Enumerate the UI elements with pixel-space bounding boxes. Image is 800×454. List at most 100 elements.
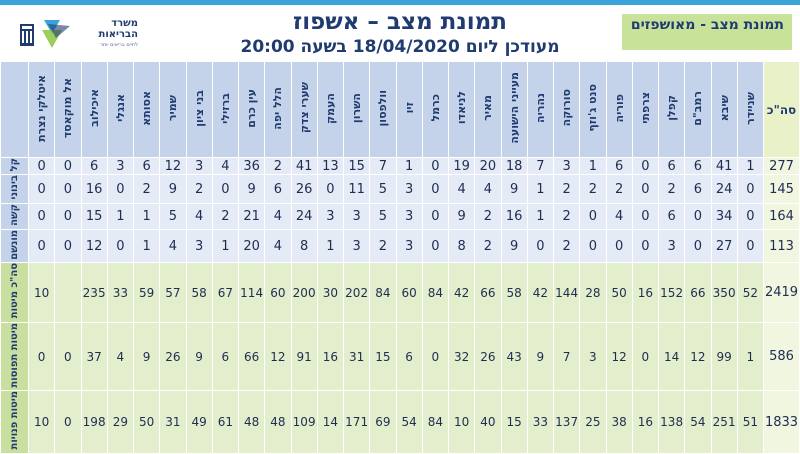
hospital-name: איכילוב [87,89,101,127]
table-cell: 1 [395,156,423,176]
table-cell: 4 [447,174,476,204]
table-body: 277 1 41 6 6 0 6 1 3 7 18 20 19 0 1 7 15 13 41 2 36 4 3 12 6 3 6 0 0… [0,156,800,454]
table-row: 586 1 99 12 14 0 12 3 7 9 43 26 32 0 6 15 31 16 91 12 66 6 9 26… [0,321,800,392]
table-cell: 38 [605,390,633,454]
table-cell: 24 [290,202,318,230]
table-cell: 13 [316,156,345,176]
hospital-name: בני ציון [192,89,206,127]
table-cell: 0 [736,174,765,204]
table-cell: 26 [474,321,502,392]
hospital-column-header: צרפתי [631,61,660,158]
table-cell: 12 [684,321,712,392]
table-cell: 6 [657,202,686,230]
table-cell: 2 [369,228,397,264]
table-cell: 33 [526,390,555,454]
status-badge: תמונת מצב - מאושפזים [622,14,792,50]
row-label-text: בינוני [9,175,20,200]
table-cell: 57 [159,262,187,323]
table-cell: 3 [185,156,213,176]
hospital-column-header: מאיר [474,61,502,158]
hospital-column-header: הלל יפה [264,61,292,158]
table-cell: 200 [290,262,318,323]
table-cell: 0 [526,228,555,264]
table-cell: 48 [264,390,292,454]
top-accent-bar [0,0,800,5]
table-cell: 0 [631,321,660,392]
table-cell: 41 [290,156,318,176]
table-cell: 0 [421,321,450,392]
table-cell: 20 [474,156,502,176]
table-cell: 235 [80,262,108,323]
table-cell: 1 [526,174,555,204]
table-cell: 16 [500,202,528,230]
table-row: 145 0 24 6 2 0 2 2 2 1 9 4 4 0 3 5 11 0 26 6 9 0 2 9 2 0 16 0 0 בינונ… [0,174,800,204]
hospital-name: אנגלי [113,94,127,122]
total-column-header: סה"כ [763,61,800,158]
table-cell: 54 [395,390,423,454]
table-cell: 32 [447,321,476,392]
hospital-name: לניאדו [455,91,469,125]
table-cell: 15 [369,321,397,392]
table-cell: 4 [106,321,135,392]
table-cell: 4 [185,202,213,230]
table-cell: 2 [132,174,161,204]
table-cell: 7 [552,321,581,392]
table-cell: 0 [579,202,607,230]
page-title: תמונת מצב – אשפוז [292,9,507,35]
hospital-column-header: שניידר [736,61,765,158]
table-row: 2419 52 350 66 152 16 50 28 144 42 58 66 42 84 60 84 202… [0,262,800,323]
row-total-cell: 277 [763,156,800,176]
row-total-cell: 2419 [763,262,800,323]
table-cell: 18 [500,156,528,176]
table-cell: 0 [27,321,56,392]
table-cell: 6 [211,321,240,392]
table-cell: 9 [447,202,476,230]
table-cell: 0 [421,156,450,176]
table-cell: 109 [290,390,318,454]
table-cell: 40 [474,390,502,454]
ministry-name: משרד הבריאות [98,18,138,40]
table-cell: 3 [316,202,345,230]
table-cell: 4 [211,156,240,176]
table-cell: 0 [54,202,82,230]
hospital-name: השרון [350,92,364,124]
table-cell: 10 [447,390,476,454]
table-cell: 2 [474,228,502,264]
table-cell: 2 [579,174,607,204]
table-cell: 60 [264,262,292,323]
table-cell: 12 [80,228,108,264]
hospital-name: צרפתי [638,92,652,124]
table-cell: 15 [342,156,371,176]
table-cell: 6 [264,174,292,204]
table-cell: 21 [237,202,266,230]
table-cell: 50 [605,262,633,323]
hospital-column-header: סורוקה [552,61,581,158]
table-cell: 15 [500,390,528,454]
hospital-name: כרמל [428,94,442,122]
row-label-text: קל [9,158,20,172]
table-cell: 20 [237,228,266,264]
hospital-column-header: אנגלי [106,61,135,158]
table-cell: 54 [684,390,712,454]
row-total-cell: 113 [763,228,800,264]
hospital-column-header: איכילוב [80,61,108,158]
hospital-name: איטלקי נצרת [35,74,49,142]
hospital-name: קפלן [665,95,679,121]
table-cell: 0 [106,174,135,204]
table-cell: 0 [736,228,765,264]
row-label-text: מיטות פנויות [9,391,20,450]
table-cell: 1 [211,228,240,264]
table-cell: 137 [552,390,581,454]
table-cell: 26 [290,174,318,204]
table-cell: 9 [500,228,528,264]
table-cell: 7 [526,156,555,176]
table-cell: 2 [552,174,581,204]
table-cell: 6 [684,156,712,176]
hospital-column-header: קפלן [657,61,686,158]
table-header-row: סה"כ שניידר שיבא רמב"ם קפלן צרפתי פוריה סנט ג'… [0,61,800,158]
row-label: מיטות תפוסות [0,321,29,392]
table-cell: 36 [237,156,266,176]
row-label-text: סה"כ מיטות [9,263,20,319]
table-cell: 34 [710,202,738,230]
hospital-column-header: לניאדו [447,61,476,158]
